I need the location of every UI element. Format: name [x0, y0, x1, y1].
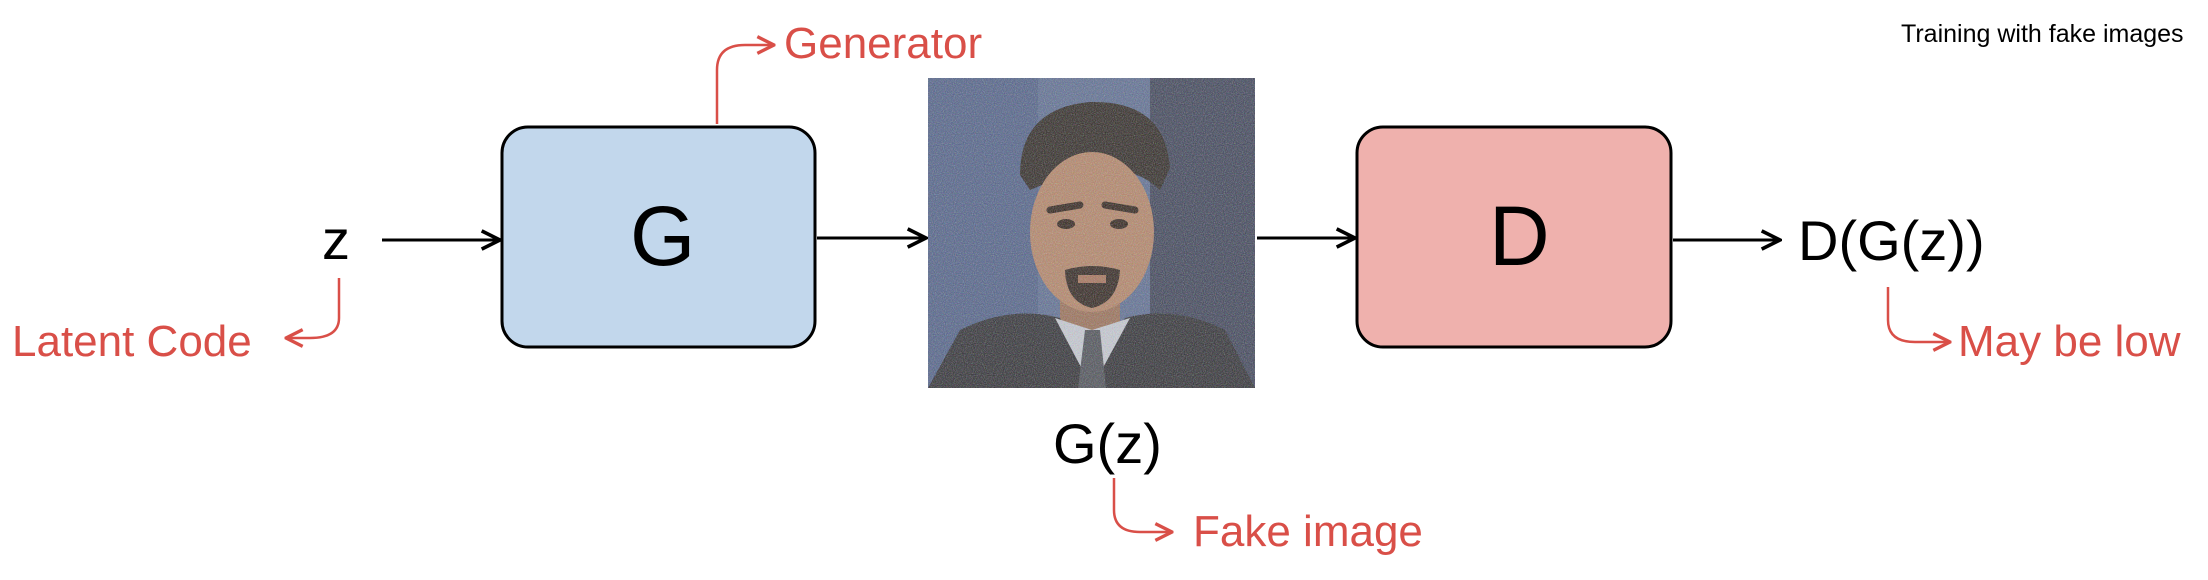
latent-annotation-arrow	[286, 278, 341, 338]
fake-image-label: G(z)	[1053, 412, 1162, 475]
output-label: D(G(z))	[1798, 209, 1985, 272]
fake-face-photo-icon	[928, 78, 1255, 388]
output-annotation: May be low	[1958, 317, 2181, 366]
generator-annotation-arrow	[715, 45, 774, 124]
output-annotation-arrow	[1886, 287, 1950, 342]
fake-image-annotation: Fake image	[1193, 507, 1423, 556]
generator-label: G	[630, 189, 696, 283]
discriminator-box	[1355, 125, 1673, 349]
fake-image-annotation-arrow	[1112, 478, 1172, 532]
latent-code-annotation: Latent Code	[12, 317, 252, 366]
generator-box	[500, 125, 817, 349]
discriminator-label: D	[1489, 189, 1550, 283]
generator-annotation: Generator	[784, 19, 983, 68]
page-title: Training with fake images	[1901, 20, 2184, 48]
latent-z-label: z	[322, 208, 350, 271]
